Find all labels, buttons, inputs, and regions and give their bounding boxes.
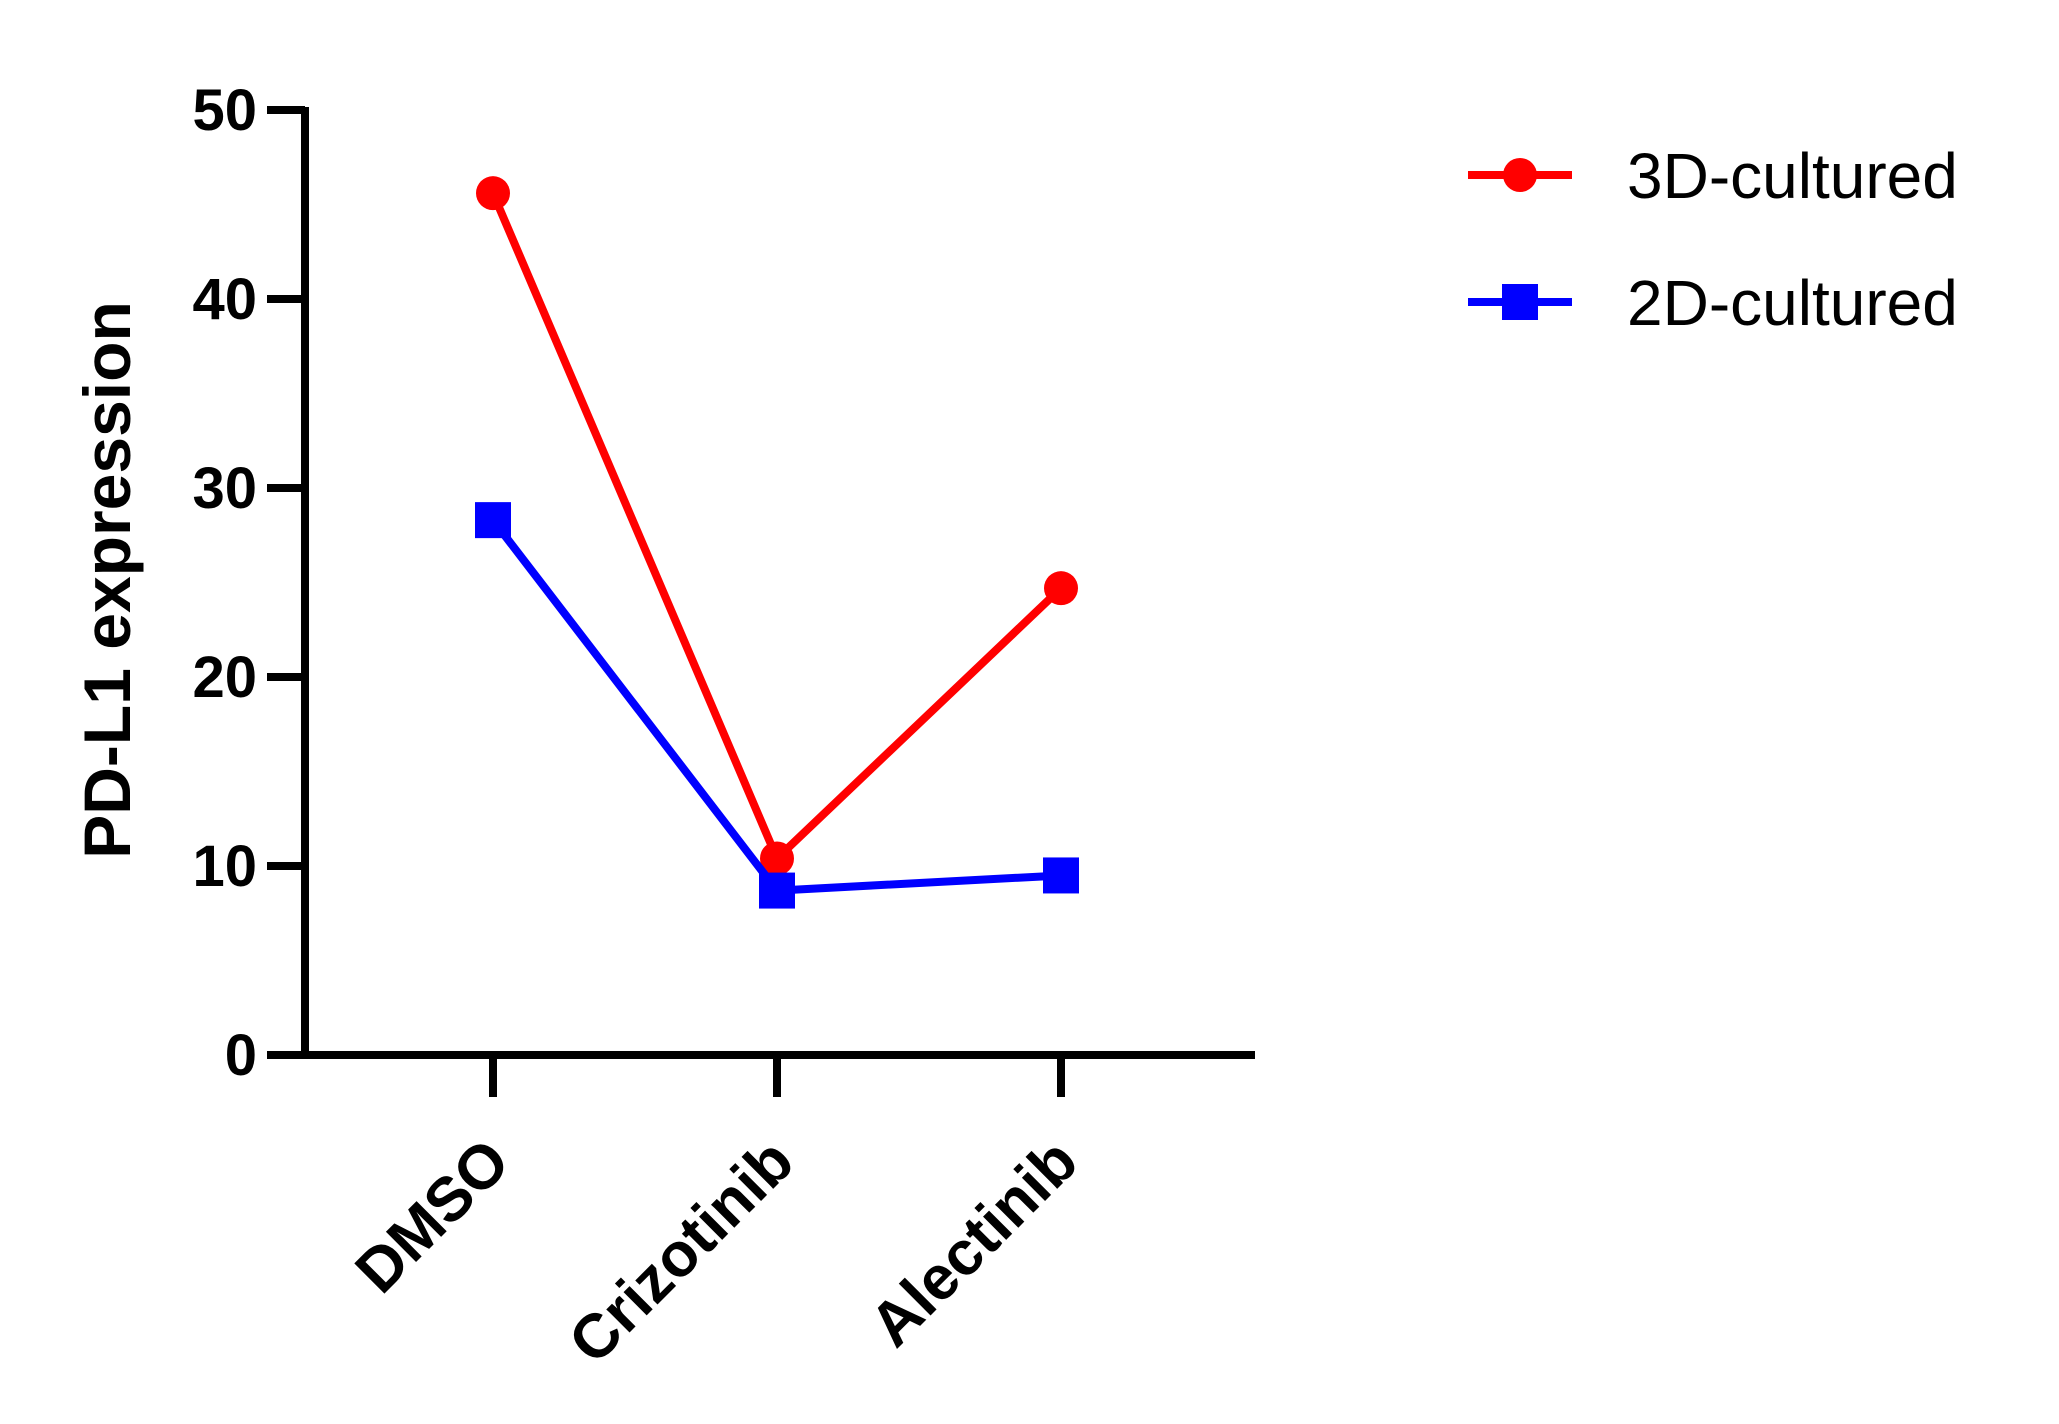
data-point	[1044, 571, 1078, 606]
x-axis-ticks: DMSO Crizotinib Alectinib	[343, 1055, 1091, 1377]
legend-marker	[1502, 284, 1538, 320]
series-2	[475, 502, 1079, 909]
data-point	[760, 841, 794, 876]
y-tick-label: 50	[192, 78, 257, 143]
y-tick-label: 40	[192, 267, 257, 332]
y-tick-label: 10	[192, 834, 257, 899]
y-axis-ticks: 0 10 20 30 40 50	[192, 78, 305, 1088]
series-layer	[475, 176, 1079, 909]
data-point	[476, 176, 510, 211]
chart-axes	[301, 107, 1255, 1059]
data-point	[759, 872, 795, 909]
legend-label: 3D-cultured	[1627, 140, 1958, 212]
legend-label: 2D-cultured	[1627, 267, 1958, 339]
legend-marker	[1503, 158, 1537, 192]
series-line	[489, 191, 1064, 863]
y-tick-label: 0	[225, 1023, 257, 1088]
y-tick-label: 20	[192, 645, 257, 710]
x-tick-label: DMSO	[343, 1126, 523, 1306]
series-line	[489, 517, 1062, 895]
data-point	[1043, 857, 1079, 894]
y-axis-title: PD-L1 expression	[70, 301, 144, 859]
x-tick-label: Crizotinib	[556, 1126, 807, 1377]
legend-item: 3D-cultured	[1468, 140, 1958, 212]
series-1	[476, 176, 1078, 876]
data-point	[475, 502, 511, 539]
x-tick-label: Alectinib	[857, 1126, 1091, 1360]
legend-item: 2D-cultured	[1468, 267, 1958, 339]
y-tick-label: 30	[192, 456, 257, 521]
legend: 3D-cultured 2D-cultured	[1468, 140, 1958, 339]
